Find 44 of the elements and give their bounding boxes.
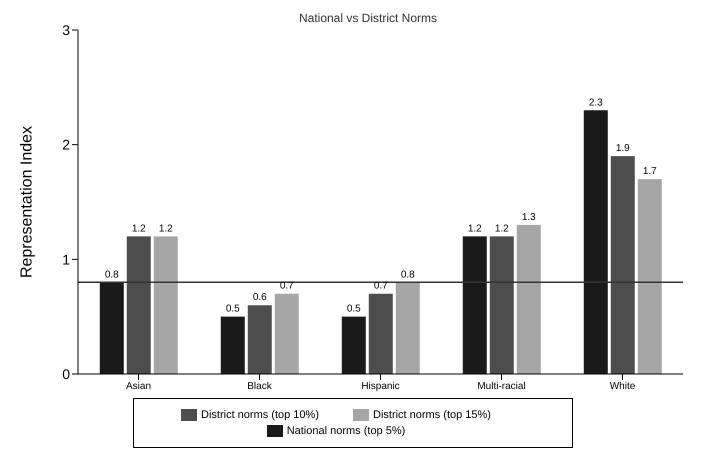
x-tick-label: White <box>610 381 636 392</box>
data-label: 0.5 <box>346 304 362 315</box>
data-label: 1.2 <box>132 223 146 234</box>
data-label: 1.7 <box>642 166 658 178</box>
bar <box>248 305 272 374</box>
bar <box>274 294 299 374</box>
y-axis-title: Representation Index <box>18 126 36 278</box>
data-label: 0.5 <box>226 304 240 315</box>
y-tick-label: 2 <box>62 136 70 153</box>
data-label: 0.7 <box>374 280 388 292</box>
x-tick-label: Asian <box>126 381 152 392</box>
y-tick-label: 1 <box>62 251 70 268</box>
legend-label: District norms (top 15%) <box>373 408 491 421</box>
data-label: 0.8 <box>400 269 416 280</box>
bar <box>396 282 420 374</box>
y-tick-label: 3 <box>62 22 70 38</box>
bar <box>126 236 151 374</box>
x-tick-label: Multi-racial <box>477 381 526 392</box>
bar <box>584 110 608 374</box>
data-label: 1.2 <box>158 223 174 234</box>
bar <box>342 316 366 374</box>
x-tick-label: Black <box>247 381 273 392</box>
legend-label: National norms (top 5%) <box>286 424 406 437</box>
data-label: 0.8 <box>104 269 120 280</box>
bar <box>154 236 178 374</box>
chart-title: National vs District Norms <box>298 11 438 25</box>
data-label: 1.3 <box>522 212 536 223</box>
legend-label: District norms (top 10%) <box>201 408 319 421</box>
bar <box>462 236 487 374</box>
bar <box>368 294 393 374</box>
data-label: 2.3 <box>588 97 604 108</box>
data-label: 0.6 <box>252 292 268 304</box>
bar <box>220 316 245 374</box>
data-label: 1.2 <box>468 223 482 234</box>
bar <box>100 282 124 374</box>
x-tick-label: Hispanic <box>361 381 400 392</box>
bar <box>638 179 662 374</box>
data-label: 0.7 <box>280 280 294 292</box>
bar <box>610 156 635 374</box>
bar <box>490 236 514 374</box>
bar <box>516 224 541 374</box>
data-label: 1.2 <box>494 223 510 234</box>
y-tick-label: 0 <box>62 366 70 382</box>
data-label: 1.9 <box>616 143 630 154</box>
